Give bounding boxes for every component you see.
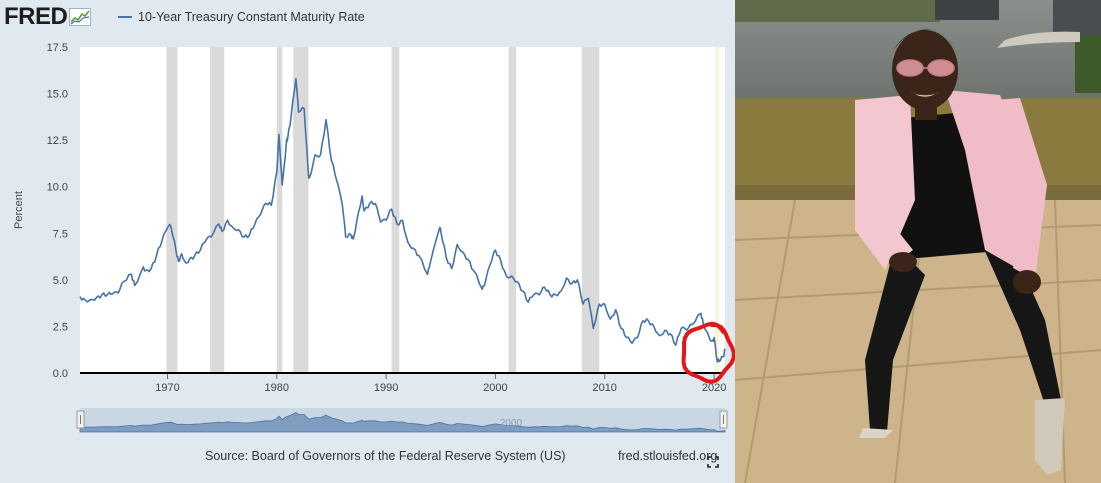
y-tick-label: 15.0 (47, 89, 68, 101)
navigator-label-1980: 1980 (282, 418, 305, 429)
person-right-leg (980, 235, 1061, 405)
person-head (892, 30, 958, 110)
recession-band (166, 47, 178, 373)
person-right-arm (997, 98, 1047, 280)
range-navigator[interactable]: 1980 2000 (76, 408, 728, 433)
fred-logo-text: FRED (4, 3, 68, 30)
chart-svg: 0.0 2.5 5.0 7.5 10.0 12.5 15.0 17.5 1970 1980 199… (13, 42, 735, 433)
y-tick-label: 5.0 (53, 275, 68, 287)
recession-band (293, 47, 309, 373)
source-text: Source: Board of Governors of the Federa… (205, 449, 566, 463)
y-tick-label: 17.5 (47, 42, 68, 54)
x-axis-ticks: 1970 1980 1990 2000 2010 2020 (155, 373, 726, 394)
recession-band (581, 47, 600, 373)
fullscreen-icon[interactable] (707, 456, 719, 468)
person-right-shoe (1035, 398, 1065, 475)
person-left-leg (865, 245, 925, 432)
legend-label: 10-Year Treasury Constant Maturity Rate (138, 10, 365, 24)
y-tick-label: 7.5 (53, 228, 68, 240)
x-tick-label: 1980 (265, 382, 289, 394)
navigator-label-2000: 2000 (500, 418, 523, 429)
photo-person (855, 29, 1065, 475)
x-tick-label: 1990 (374, 382, 398, 394)
plot-area (80, 47, 725, 374)
y-tick-label: 2.5 (53, 321, 68, 333)
y-axis-label: Percent (13, 191, 25, 229)
fred-graph-icon (69, 8, 92, 26)
y-tick-label: 10.0 (47, 182, 68, 194)
person-left-hand (889, 252, 917, 272)
photo-curb (997, 31, 1080, 48)
recession-band (276, 47, 283, 373)
annotations (681, 321, 735, 384)
recession-band (391, 47, 400, 373)
recession-band (210, 47, 225, 373)
reaction-photo-illustration (735, 0, 1101, 483)
person-smile (910, 91, 940, 98)
photo-car-1 (935, 0, 999, 20)
person-right-hand (1013, 270, 1041, 294)
series-line-10yr-treasury (79, 77, 726, 363)
person-left-arm (857, 110, 913, 262)
navigator-area (79, 412, 726, 433)
y-axis-ticks: 0.0 2.5 5.0 7.5 10.0 12.5 15.0 17.5 (47, 42, 68, 380)
x-tick-label: 1970 (155, 382, 179, 394)
person-sunglasses (896, 59, 955, 77)
reaction-photo (735, 0, 1101, 483)
person-hair (893, 29, 957, 50)
photo-trees (735, 0, 940, 22)
recession-band (715, 47, 720, 373)
y-tick-label: 0.0 (53, 368, 68, 380)
recession-band (508, 47, 517, 373)
annotation-red-circle (681, 321, 735, 384)
x-tick-label: 2000 (483, 382, 507, 394)
person-left-shoe (859, 428, 893, 438)
chart-legend: 10-Year Treasury Constant Maturity Rate (118, 9, 365, 25)
fred-chart-panel: FRED 10-Year Treasury Constant Maturity … (0, 0, 735, 483)
legend-swatch (118, 16, 132, 18)
fred-logo[interactable]: FRED (4, 3, 92, 30)
x-tick-label: 2020 (702, 382, 726, 394)
x-tick-label: 2010 (592, 382, 616, 394)
photo-hedge (1075, 35, 1101, 93)
y-tick-label: 12.5 (47, 135, 68, 147)
fred-site-link[interactable]: fred.stlouisfed.org (618, 449, 718, 463)
